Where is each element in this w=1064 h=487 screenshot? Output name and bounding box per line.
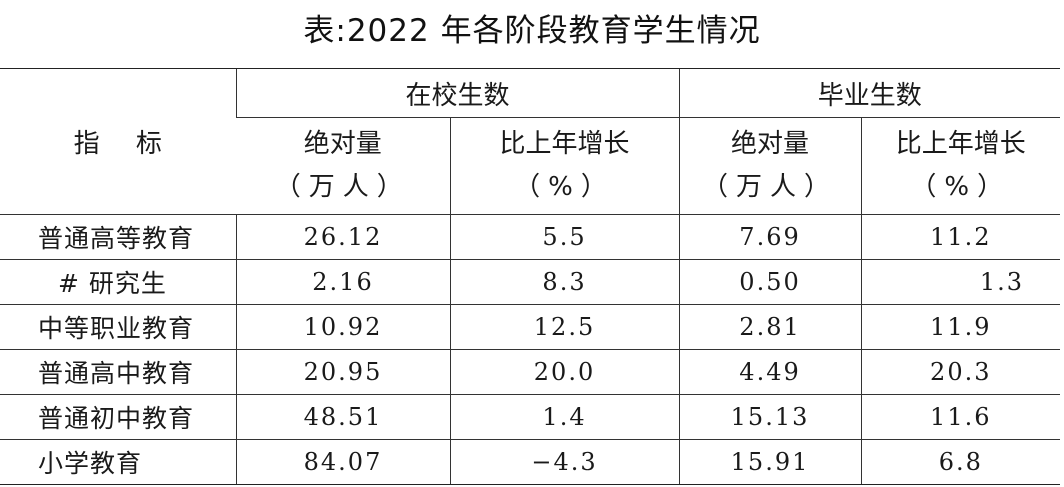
table-row: 普通高等教育 26.12 5.5 7.69 11.2 xyxy=(0,214,1061,260)
col-header-enrolled-absolute: 绝对量 （万人） xyxy=(236,117,450,215)
cell-graduates-growth: 6.8 xyxy=(860,439,1061,485)
cell-graduates: 0.50 xyxy=(678,259,862,305)
cell-graduates: 15.13 xyxy=(678,394,862,440)
cell-graduates-growth: 11.2 xyxy=(860,214,1061,260)
cell-enrolled-growth: 1.4 xyxy=(449,394,680,440)
table-row: 普通高中教育 20.95 20.0 4.49 20.3 xyxy=(0,349,1061,395)
cell-graduates-growth: 20.3 xyxy=(860,349,1061,395)
cell-enrolled-growth: 12.5 xyxy=(449,304,680,350)
cell-graduates: 4.49 xyxy=(678,349,862,395)
col-header-label: 绝对量 xyxy=(303,129,382,159)
education-stats-table: 指 标 在校生数 毕业生数 绝对量 （万人） 比上年增长 （%） 绝对量 （万人… xyxy=(0,68,1061,485)
cell-enrolled-growth: 8.3 xyxy=(449,259,680,305)
cell-enrolled: 2.16 xyxy=(235,259,450,305)
header-sub-row: 绝对量 （万人） 比上年增长 （%） 绝对量 （万人） 比上年增长 （%） xyxy=(0,117,1061,215)
row-label: 中等职业教育 xyxy=(0,304,236,350)
cell-graduates: 7.69 xyxy=(678,214,862,260)
col-header-graduates-absolute: 绝对量 （万人） xyxy=(678,117,862,215)
row-label: 小学教育 xyxy=(0,439,236,485)
cell-enrolled: 48.51 xyxy=(235,394,450,440)
col-header-label: 比上年增长 xyxy=(895,129,1026,159)
group-header-enrolled: 在校生数 xyxy=(235,68,680,118)
row-label: 普通高中教育 xyxy=(0,349,236,395)
cell-graduates: 15.91 xyxy=(678,439,862,485)
table-row: 中等职业教育 10.92 12.5 2.81 11.9 xyxy=(0,304,1061,350)
col-header-label: 比上年增长 xyxy=(499,129,630,159)
cell-enrolled-growth: 20.0 xyxy=(449,349,680,395)
cell-enrolled-growth: 5.5 xyxy=(449,214,680,260)
group-header-graduates: 毕业生数 xyxy=(678,68,1061,118)
cell-enrolled: 26.12 xyxy=(235,214,450,260)
row-header-indicator: 指 标 xyxy=(0,68,236,215)
header-group-row: 指 标 在校生数 毕业生数 xyxy=(0,68,1061,215)
col-header-unit: （%） xyxy=(910,172,1012,202)
table-row: 小学教育 84.07 −4.3 15.91 6.8 xyxy=(0,439,1061,485)
cell-enrolled-growth: −4.3 xyxy=(449,439,680,485)
cell-graduates-growth: 11.6 xyxy=(860,394,1061,440)
cell-enrolled: 20.95 xyxy=(235,349,450,395)
row-label: 普通初中教育 xyxy=(0,394,236,440)
col-header-label: 绝对量 xyxy=(731,129,810,159)
table-row: 普通初中教育 48.51 1.4 15.13 11.6 xyxy=(0,394,1061,440)
cell-enrolled: 10.92 xyxy=(235,304,450,350)
cell-graduates: 2.81 xyxy=(678,304,862,350)
table-row: # 研究生 2.16 8.3 0.50 1.3 xyxy=(0,259,1061,305)
row-label: 普通高等教育 xyxy=(0,214,236,260)
col-header-unit: （%） xyxy=(514,172,615,202)
row-label: # 研究生 xyxy=(0,259,236,305)
col-header-unit: （万人） xyxy=(702,172,839,202)
cell-enrolled: 84.07 xyxy=(235,439,450,485)
col-header-enrolled-growth: 比上年增长 （%） xyxy=(449,117,680,215)
cell-graduates-growth: 1.3 xyxy=(860,259,1061,305)
cell-graduates-growth: 11.9 xyxy=(860,304,1061,350)
col-header-unit: （万人） xyxy=(274,172,411,202)
col-header-graduates-growth: 比上年增长 （%） xyxy=(860,117,1061,215)
table-caption: 表:2022 年各阶段教育学生情况 xyxy=(303,13,761,49)
